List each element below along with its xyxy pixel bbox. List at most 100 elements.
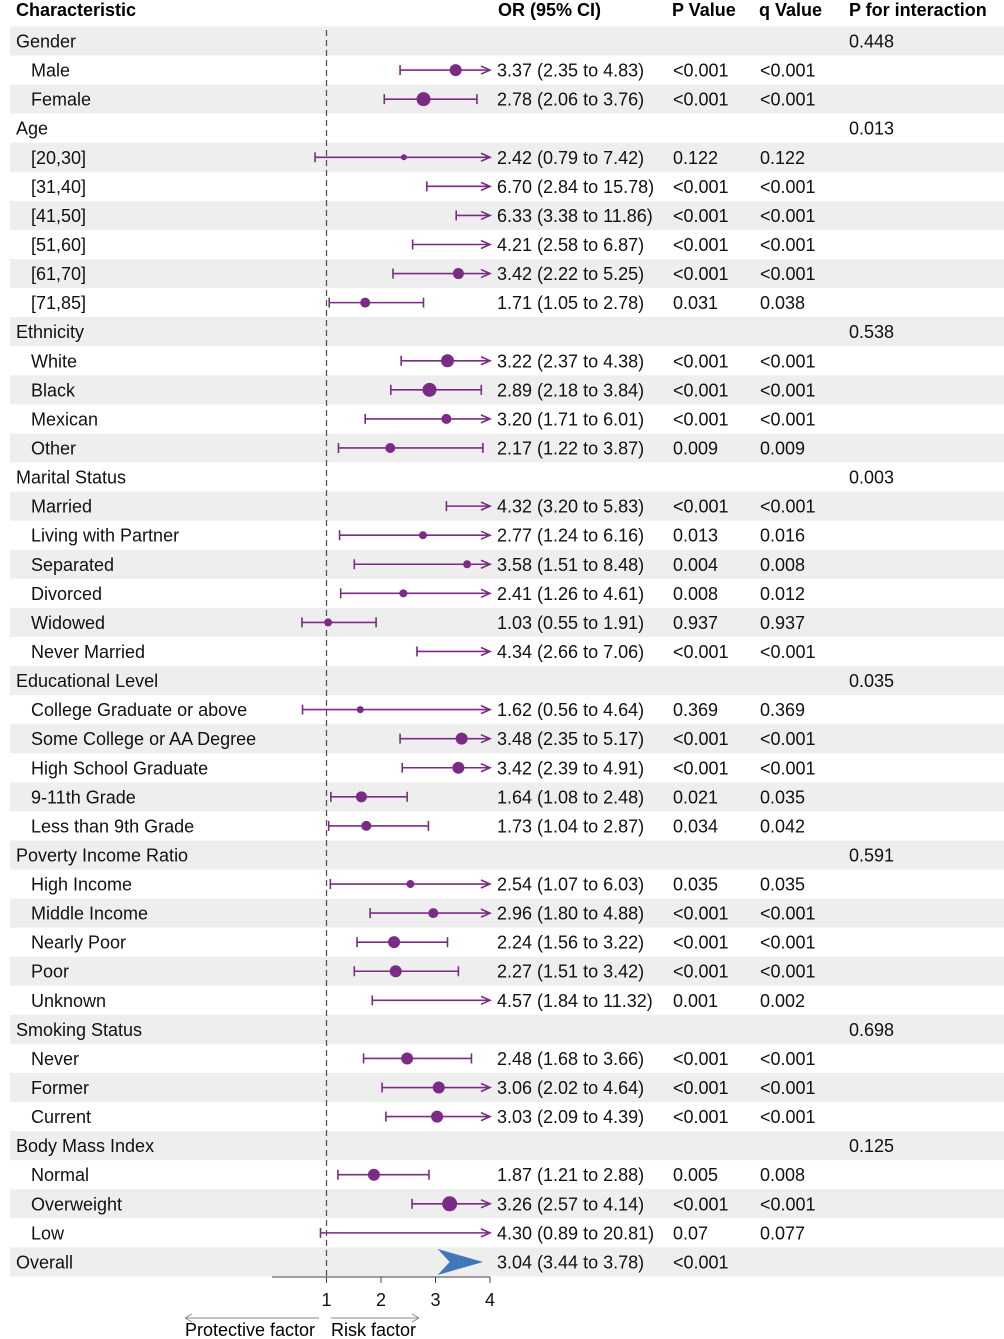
subgroup-row: Current 3.03 (2.09 to 4.39) <0.001 <0.001	[31, 1107, 816, 1127]
row-label: Former	[31, 1078, 89, 1098]
group-row: Body Mass Index 0.125	[16, 1136, 894, 1156]
or-ci-text: 3.04 (3.44 to 3.78)	[497, 1252, 644, 1272]
q-value: <0.001	[760, 90, 816, 110]
subgroup-row: [71,85] 1.71 (1.05 to 2.78) 0.031 0.038	[31, 293, 805, 313]
x-axis: 1 2 3 4	[272, 1276, 495, 1310]
p-value: <0.001	[673, 1049, 729, 1069]
point-estimate	[367, 1168, 380, 1181]
ci-arrow	[480, 181, 492, 192]
p-value: <0.001	[673, 933, 729, 953]
row-label: Poor	[31, 962, 69, 982]
or-ci-text: 3.20 (1.71 to 6.01)	[497, 409, 644, 429]
x-tick-label: 2	[376, 1290, 386, 1310]
x-tick-label: 1	[321, 1290, 331, 1310]
p-value: 0.001	[673, 991, 718, 1011]
subgroup-row: Some College or AA Degree 3.48 (2.35 to 5…	[31, 729, 816, 749]
group-label: Educational Level	[16, 671, 158, 691]
q-value: <0.001	[760, 729, 816, 749]
p-value: 0.035	[673, 875, 718, 895]
point-estimate	[406, 880, 415, 889]
q-value: 0.008	[760, 555, 805, 575]
row-label: Divorced	[31, 584, 102, 604]
point-estimate	[463, 560, 472, 569]
point-estimate	[416, 92, 431, 107]
p-value: 0.034	[673, 816, 718, 836]
subgroup-row: [20,30] 2.42 (0.79 to 7.42) 0.122 0.122	[31, 148, 805, 168]
row-band	[10, 1247, 1004, 1277]
or-ci-text: 3.22 (2.37 to 4.38)	[497, 351, 644, 371]
row-label: [71,85]	[31, 293, 86, 313]
row-label: [20,30]	[31, 148, 86, 168]
p-value: <0.001	[673, 904, 729, 924]
q-value: <0.001	[760, 61, 816, 81]
p-interaction-value: 0.035	[849, 671, 894, 691]
p-value: <0.001	[673, 264, 729, 284]
subgroup-row: White 3.22 (2.37 to 4.38) <0.001 <0.001	[31, 351, 816, 371]
row-label: Mexican	[31, 409, 98, 429]
or-ci-text: 3.42 (2.22 to 5.25)	[497, 264, 644, 284]
risk-factor-label: Risk factor	[331, 1320, 416, 1339]
row-label: [41,50]	[31, 206, 86, 226]
table-header: Characteristic OR (95% CI) P Value q Val…	[16, 0, 987, 20]
group-row: Gender 0.448	[16, 32, 894, 52]
ci-arrow	[480, 1228, 492, 1238]
q-value: 0.042	[760, 816, 805, 836]
subgroup-row: Male 3.37 (2.35 to 4.83) <0.001 <0.001	[31, 61, 816, 81]
p-value: <0.001	[673, 1252, 729, 1272]
p-interaction-value: 0.448	[849, 32, 894, 52]
row-label: White	[31, 351, 77, 371]
or-ci-text: 2.89 (2.18 to 3.84)	[497, 380, 644, 400]
q-value: 0.369	[760, 700, 805, 720]
row-label: Living with Partner	[31, 526, 179, 546]
row-band	[10, 1131, 1004, 1161]
row-band	[10, 956, 1004, 986]
subgroup-row: Middle Income 2.96 (1.80 to 4.88) <0.001 <0…	[31, 904, 816, 924]
p-value: <0.001	[673, 729, 729, 749]
subgroup-row: High School Graduate 3.42 (2.39 to 4.91) <…	[31, 758, 816, 778]
group-label: Poverty Income Ratio	[16, 845, 188, 865]
group-label: Smoking Status	[16, 1020, 142, 1040]
point-estimate	[418, 531, 427, 540]
subgroup-row: Poor 2.27 (1.51 to 3.42) <0.001 <0.001	[31, 962, 816, 982]
subgroup-row: Less than 9th Grade 1.73 (1.04 to 2.87) 0.…	[31, 816, 805, 836]
q-value: <0.001	[760, 177, 816, 197]
p-value: <0.001	[673, 235, 729, 255]
forest-rows: Gender 0.448 Male 3.37 (2.35 to 4.83) <0.001…	[16, 32, 894, 1275]
ci-arrow	[480, 530, 492, 540]
or-ci-text: 3.06 (2.02 to 4.64)	[497, 1078, 644, 1098]
or-ci-text: 2.42 (0.79 to 7.42)	[497, 148, 644, 168]
or-ci-text: 1.73 (1.04 to 2.87)	[497, 816, 644, 836]
subgroup-row: Mexican 3.20 (1.71 to 6.01) <0.001 <0.001	[31, 409, 816, 429]
row-label: Widowed	[31, 613, 105, 633]
point-estimate	[452, 268, 464, 280]
subgroup-row: Widowed 1.03 (0.55 to 1.91) 0.937 0.937	[31, 613, 805, 633]
row-label: High Income	[31, 875, 132, 895]
point-estimate	[449, 64, 462, 77]
q-value: <0.001	[760, 1078, 816, 1098]
ci-arrow	[480, 152, 492, 163]
ci-arrow	[480, 1082, 492, 1093]
row-bands	[10, 26, 1004, 1277]
row-label: High School Graduate	[31, 758, 208, 778]
ci-arrow	[480, 414, 492, 424]
row-label: Female	[31, 90, 91, 110]
q-value: <0.001	[760, 933, 816, 953]
or-ci-text: 3.03 (2.09 to 4.39)	[497, 1107, 644, 1127]
or-ci-text: 2.77 (1.24 to 6.16)	[497, 526, 644, 546]
protective-factor-label: Protective factor	[185, 1320, 315, 1339]
row-band	[10, 433, 1004, 463]
p-value: <0.001	[673, 1078, 729, 1098]
ci-arrow	[480, 588, 492, 599]
q-value: <0.001	[760, 409, 816, 429]
row-band	[10, 142, 1004, 172]
header-characteristic: Characteristic	[16, 0, 136, 20]
row-label: Less than 9th Grade	[31, 816, 194, 836]
p-interaction-value: 0.698	[849, 1020, 894, 1040]
row-label: Black	[31, 380, 76, 400]
p-value: <0.001	[673, 1194, 729, 1214]
point-estimate	[422, 382, 437, 397]
p-value: 0.07	[673, 1223, 708, 1243]
group-label: Marital Status	[16, 468, 126, 488]
row-band	[10, 898, 1004, 928]
q-value: 0.035	[760, 875, 805, 895]
